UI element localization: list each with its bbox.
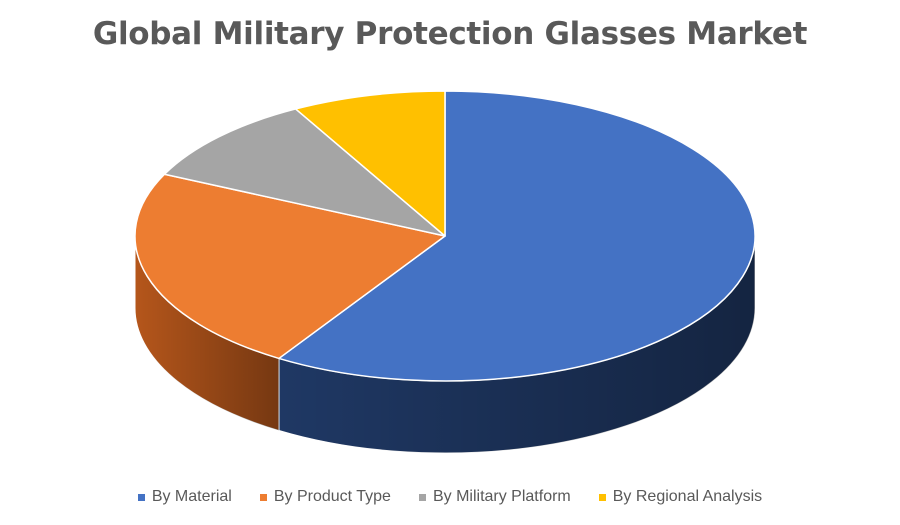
legend-item-0: By Material xyxy=(137,488,232,506)
legend-label-0: By Material xyxy=(151,488,232,505)
legend-swatch-1 xyxy=(259,493,267,501)
legend-label-1: By Product Type xyxy=(273,488,391,505)
legend-label-3: By Regional Analysis xyxy=(612,488,763,505)
pie-slice-side-shade-1 xyxy=(135,236,279,431)
legend-item-1: By Product Type xyxy=(259,488,391,506)
pie-slice-side-shade-0 xyxy=(278,236,755,453)
legend: By Material By Product Type By Military Pl… xyxy=(0,488,900,506)
legend-item-3: By Regional Analysis xyxy=(598,488,763,506)
pie-slice-0 xyxy=(278,90,756,382)
legend-item-2: By Military Platform xyxy=(418,488,571,506)
legend-swatch-3 xyxy=(598,493,606,501)
pie-slice-1 xyxy=(134,173,446,360)
legend-label-2: By Military Platform xyxy=(432,488,571,505)
legend-swatch-0 xyxy=(137,493,145,501)
pie-slice-3 xyxy=(294,90,446,237)
chart-title: Global Military Protection Glasses Marke… xyxy=(92,16,808,52)
legend-swatch-2 xyxy=(418,493,426,501)
pie-slice-2 xyxy=(163,108,446,237)
